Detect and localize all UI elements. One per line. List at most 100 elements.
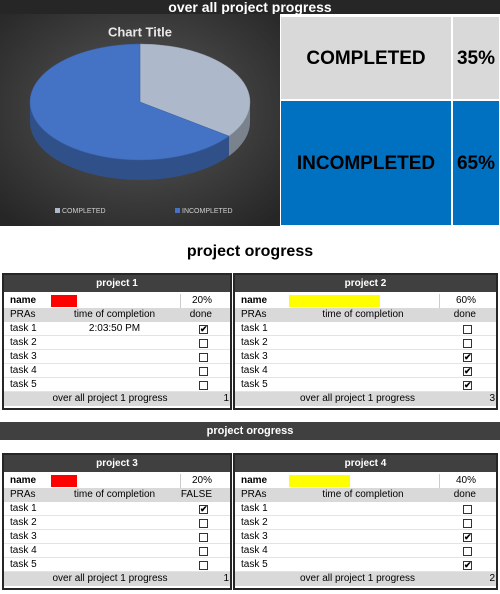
footer-label: over all project 1 progress (299, 393, 416, 404)
section-title: project orogress (186, 243, 314, 260)
column-header: PRAs (241, 489, 267, 500)
footer-label: over all project 1 progress (52, 573, 168, 584)
row-line (4, 377, 230, 378)
task-name: task 2 (10, 337, 37, 348)
checkbox[interactable] (199, 353, 208, 362)
task-name: task 3 (241, 531, 268, 542)
task-name: task 5 (10, 559, 37, 570)
legend-swatch (55, 208, 60, 213)
row-line (4, 543, 230, 544)
checkbox[interactable] (463, 519, 472, 528)
progress-label: 20% (180, 294, 216, 308)
task-name: task 5 (241, 559, 268, 570)
progress-bar (51, 295, 78, 307)
task-time: 2:03:50 PM (88, 323, 141, 334)
project-header: project 3 (4, 455, 230, 472)
column-header: time of completion (73, 489, 156, 500)
checkbox[interactable] (199, 519, 208, 528)
progress-label: 40% (439, 474, 480, 488)
footer-row (4, 572, 230, 586)
legend-label: COMPLETED (62, 208, 106, 215)
checkbox[interactable] (199, 367, 208, 376)
footer-row (235, 392, 496, 406)
pie-side (30, 102, 229, 180)
row-line (235, 543, 496, 544)
summary-value: 35% (452, 16, 500, 100)
task-name: task 2 (241, 517, 268, 528)
row-line (4, 571, 230, 572)
task-name: task 3 (10, 531, 37, 542)
column-header: time of completion (322, 489, 404, 500)
row-line (235, 363, 496, 364)
checkbox[interactable] (199, 547, 208, 556)
row-line (235, 349, 496, 350)
pie-side (228, 102, 250, 157)
row-line (235, 515, 496, 516)
checkbox[interactable] (199, 533, 208, 542)
name-label: name (10, 295, 37, 306)
name-label: name (241, 475, 268, 486)
name-label: name (10, 475, 37, 486)
row-line (235, 557, 496, 558)
task-name: task 2 (241, 337, 268, 348)
checkbox[interactable] (463, 547, 472, 556)
project-panel (2, 273, 232, 410)
column-header-row (4, 308, 230, 322)
chart-title: Chart Title (108, 24, 172, 39)
checkbox[interactable] (463, 325, 472, 334)
task-name: task 3 (241, 351, 268, 362)
task-name: task 1 (10, 503, 37, 514)
column-header: done (453, 489, 476, 500)
section-title: project orogress (0, 422, 500, 440)
footer-count: 3 (489, 393, 495, 404)
row-line (4, 363, 230, 364)
row-line (235, 529, 496, 530)
task-name: task 2 (10, 517, 37, 528)
checkbox[interactable]: ✔ (463, 533, 472, 542)
checkbox[interactable]: ✔ (199, 505, 208, 514)
progress-bar (51, 475, 78, 487)
progress-label: 20% (180, 474, 216, 488)
checkbox[interactable]: ✔ (463, 561, 472, 570)
pie-slice (139, 43, 251, 137)
footer-row (4, 392, 230, 406)
project-header: project 2 (235, 275, 496, 292)
checkbox[interactable] (463, 505, 472, 514)
task-name: task 1 (241, 503, 268, 514)
row-line (235, 377, 496, 378)
row-line (4, 391, 230, 392)
progress-label: 60% (439, 294, 480, 308)
pie-slice (29, 43, 230, 161)
row-line (4, 349, 230, 350)
checkbox[interactable] (199, 381, 208, 390)
footer-row (235, 572, 496, 586)
footer-count: 1 (223, 573, 229, 584)
checkbox[interactable]: ✔ (199, 325, 208, 334)
column-header: time of completion (322, 309, 404, 320)
column-header: PRAs (10, 309, 36, 320)
task-name: task 1 (241, 323, 268, 334)
row-line (235, 335, 496, 336)
checkbox[interactable]: ✔ (463, 353, 472, 362)
checkbox[interactable] (463, 339, 472, 348)
task-name: task 5 (10, 379, 37, 390)
checkbox[interactable]: ✔ (463, 367, 472, 376)
project-panel (2, 453, 232, 590)
task-name: task 4 (10, 545, 37, 556)
summary-label: INCOMPLETED (280, 100, 452, 226)
row-line (4, 515, 230, 516)
summary-label: COMPLETED (280, 16, 452, 100)
checkbox[interactable] (199, 561, 208, 570)
legend-swatch (175, 208, 180, 213)
column-header: PRAs (10, 489, 36, 500)
checkbox[interactable]: ✔ (463, 381, 472, 390)
checkbox[interactable] (199, 339, 208, 348)
chart: Chart Title COMPLETED INCOMPLETED (0, 14, 280, 226)
task-name: task 3 (10, 351, 37, 362)
row-line (235, 391, 496, 392)
name-label: name (241, 295, 268, 306)
column-header: done (453, 309, 476, 320)
task-name: task 1 (10, 323, 37, 334)
column-header: done (189, 309, 212, 320)
